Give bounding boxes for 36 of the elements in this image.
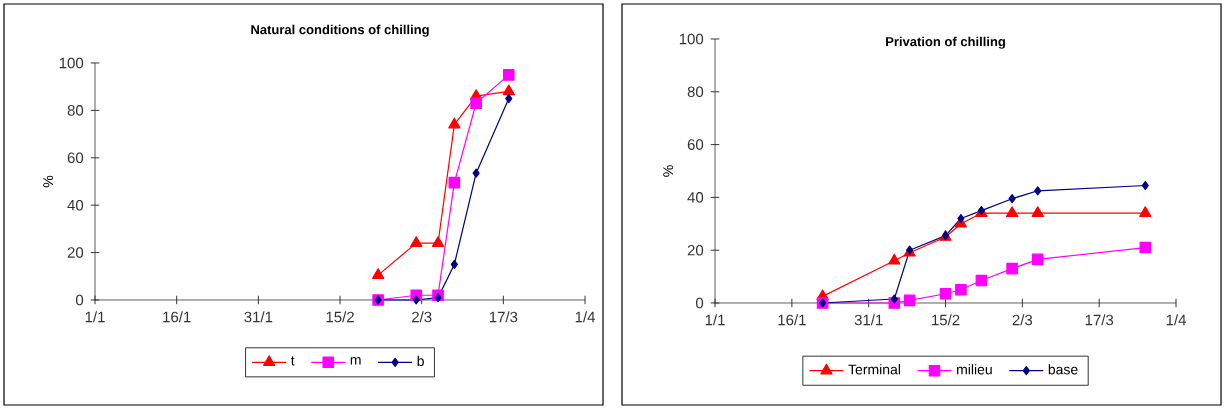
- x-tick-label: 17/3: [489, 311, 518, 323]
- y-tick-label: 60: [67, 152, 84, 164]
- y-tick-label: 60: [687, 139, 704, 150]
- legend-label: m: [350, 357, 361, 365]
- y-tick-label: 80: [67, 105, 84, 116]
- x-tick-label: 2/3: [412, 311, 432, 323]
- y-tick-label: 0: [695, 297, 704, 309]
- y-tick-label: 40: [687, 192, 704, 203]
- x-tick-label: 2/3: [1012, 314, 1033, 326]
- y-tick-label: 100: [679, 33, 704, 45]
- x-tick-label: 16/1: [778, 314, 806, 326]
- y-tick-label: 100: [59, 57, 84, 69]
- x-tick-label: 1/4: [575, 311, 596, 323]
- y-tick-label: 20: [67, 247, 84, 258]
- x-tick-label: 1/4: [1166, 314, 1187, 326]
- y-axis-title: %: [663, 165, 674, 177]
- x-tick-label: 15/2: [326, 311, 354, 323]
- y-axis-title: %: [43, 175, 54, 188]
- chart-title: Natural conditions of chilling: [251, 24, 429, 37]
- x-tick-label: 1/1: [705, 314, 725, 326]
- y-tick-label: 80: [687, 86, 704, 98]
- y-tick-label: 20: [687, 244, 704, 256]
- x-tick-label: 16/1: [163, 311, 191, 323]
- legend-label: milieu: [957, 364, 992, 375]
- legend-label: t: [290, 356, 295, 366]
- x-tick-label: 1/1: [85, 311, 105, 323]
- x-tick-label: 31/1: [854, 314, 883, 326]
- y-tick-label: 40: [67, 199, 84, 211]
- legend-label: b: [417, 355, 424, 367]
- legend-label: base: [1048, 364, 1078, 375]
- legend-label: Terminal: [848, 364, 901, 375]
- x-tick-label: 17/3: [1085, 314, 1114, 326]
- x-tick-label: 31/1: [244, 311, 273, 323]
- y-tick-label: 0: [75, 294, 84, 306]
- chart-title: Privation of chilling: [886, 36, 1005, 49]
- x-tick-label: 15/2: [932, 314, 960, 326]
